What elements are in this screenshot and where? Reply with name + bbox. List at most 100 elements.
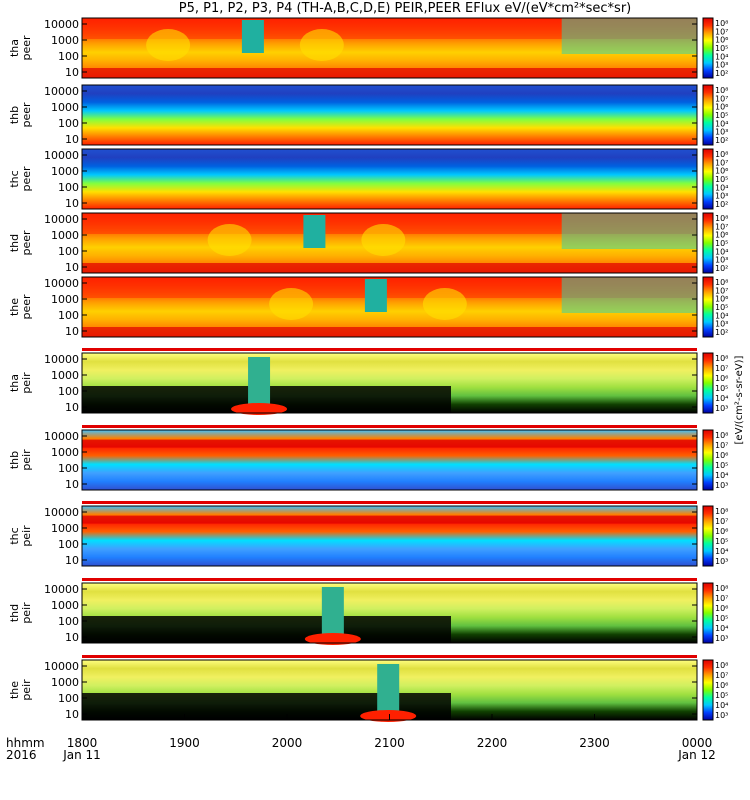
colorbar-tick-label: 10⁸ [715, 214, 728, 223]
x-tick-label: 2300 [579, 736, 610, 750]
y-tick-label: 10000 [44, 506, 79, 519]
panel-probe-label: tha [8, 374, 21, 392]
panel-probe-label: thd [8, 604, 21, 622]
colorbar-tick-label: 10³ [715, 557, 728, 566]
y-tick-label: 10 [65, 554, 79, 567]
colorbar [702, 582, 714, 644]
colorbar [702, 84, 714, 146]
x-date-label: Jan 11 [62, 748, 101, 762]
colorbar-tick-label: 10⁶ [715, 527, 728, 536]
colorbar-tick-label: 10⁷ [715, 441, 728, 450]
colorbar-tick-label: 10³ [715, 256, 728, 265]
colorbar-tick-label: 10⁸ [715, 19, 728, 28]
colorbar-tick-label: 10⁸ [715, 507, 728, 516]
panel-species-label: peer [20, 102, 33, 128]
y-tick-label: 100 [58, 245, 79, 258]
panel-thb-peer: 10000 1000 100 10 thb peer 10⁸10⁷10⁶10⁵10⁴10³1… [8, 84, 728, 146]
colorbar-tick-label: 10⁴ [715, 183, 728, 192]
colorbar-tick-label: 10² [715, 200, 728, 209]
colorbar-tick-label: 10⁵ [715, 111, 728, 120]
y-tick-label: 100 [58, 309, 79, 322]
colorbar-tick-label: 10⁴ [715, 119, 728, 128]
panel-probe-label: thb [8, 106, 21, 124]
y-tick-label: 10 [65, 401, 79, 414]
colorbar-tick-label: 10² [715, 264, 728, 273]
panel-species-label: peir [20, 372, 33, 394]
colorbar-unit-label: [eV/(cm²-s-sr-eV)] [734, 355, 745, 444]
panel-species-label: peir [20, 679, 33, 701]
colorbar [702, 276, 714, 338]
y-tick-label: 100 [58, 181, 79, 194]
y-tick-label: 1000 [51, 229, 79, 242]
colorbar-tick-label: 10⁴ [715, 247, 728, 256]
colorbar-tick-label: 10⁸ [715, 150, 728, 159]
panel-probe-label: thc [8, 527, 21, 544]
colorbar-tick-label: 10⁵ [715, 303, 728, 312]
y-tick-label: 100 [58, 692, 79, 705]
colorbar-tick-label: 10⁷ [715, 94, 728, 103]
colorbar-tick-label: 10⁵ [715, 614, 728, 623]
colorbar [702, 212, 714, 274]
colorbar-tick-label: 10⁶ [715, 604, 728, 613]
y-tick-label: 10 [65, 66, 79, 79]
y-tick-label: 10000 [44, 353, 79, 366]
colorbar-tick-label: 10⁸ [715, 86, 728, 95]
colorbar-tick-label: 10² [715, 136, 728, 145]
panel-species-label: peir [20, 602, 33, 624]
y-tick-label: 1000 [51, 676, 79, 689]
x-tick-label: 1900 [169, 736, 200, 750]
colorbar [702, 429, 714, 491]
y-tick-label: 10 [65, 133, 79, 146]
colorbar-tick-label: 10⁶ [715, 374, 728, 383]
x-axis-year-label: 2016 [6, 748, 37, 762]
panel-species-label: peir [20, 449, 33, 471]
y-tick-label: 100 [58, 538, 79, 551]
y-tick-label: 10 [65, 261, 79, 274]
colorbar-tick-label: 10⁸ [715, 661, 728, 670]
colorbar-tick-label: 10³ [715, 404, 728, 413]
y-tick-label: 1000 [51, 446, 79, 459]
colorbar-tick-label: 10⁸ [715, 431, 728, 440]
y-tick-label: 100 [58, 385, 79, 398]
panel-probe-label: thb [8, 451, 21, 469]
colorbar-tick-label: 10⁵ [715, 239, 728, 248]
colorbar-tick-label: 10⁴ [715, 52, 728, 61]
y-tick-label: 1000 [51, 599, 79, 612]
colorbar-tick-label: 10⁷ [715, 517, 728, 526]
colorbar-tick-label: 10⁶ [715, 36, 728, 45]
colorbar-tick-label: 10⁴ [715, 701, 728, 710]
mode-bar [82, 348, 697, 351]
colorbar-tick-label: 10⁶ [715, 295, 728, 304]
panel-the-peer: 10000 1000 100 10 the peer 10⁸10⁷10⁶10⁵10⁴10³1… [8, 276, 728, 338]
y-tick-label: 100 [58, 117, 79, 130]
panel-species-label: peer [20, 230, 33, 256]
colorbar-tick-label: 10⁷ [715, 671, 728, 680]
panel-probe-label: thc [8, 170, 21, 187]
colorbar-tick-label: 10⁷ [715, 286, 728, 295]
colorbar-tick-label: 10⁸ [715, 278, 728, 287]
panel-species-label: peer [20, 294, 33, 320]
colorbar-tick-label: 10⁸ [715, 354, 728, 363]
x-axis-format-label: hhmm [6, 736, 45, 750]
colorbar [702, 352, 714, 414]
y-tick-label: 10 [65, 708, 79, 721]
mode-bar [82, 425, 697, 428]
colorbar-tick-label: 10⁵ [715, 44, 728, 53]
colorbar-tick-label: 10⁶ [715, 103, 728, 112]
colorbar-tick-label: 10⁴ [715, 311, 728, 320]
colorbar-tick-label: 10⁵ [715, 691, 728, 700]
colorbar-tick-label: 10³ [715, 481, 728, 490]
panel-species-label: peer [20, 35, 33, 61]
y-tick-label: 100 [58, 50, 79, 63]
colorbar-tick-label: 10⁷ [715, 594, 728, 603]
x-tick-label: 2100 [374, 736, 405, 750]
colorbar-tick-label: 10⁴ [715, 394, 728, 403]
colorbar-tick-label: 10⁷ [715, 364, 728, 373]
x-tick-label: 0000 [682, 736, 713, 750]
chart-title: P5, P1, P2, P3, P4 (TH-A,B,C,D,E) PEIR,P… [178, 1, 632, 16]
x-tick-label: 2000 [272, 736, 303, 750]
